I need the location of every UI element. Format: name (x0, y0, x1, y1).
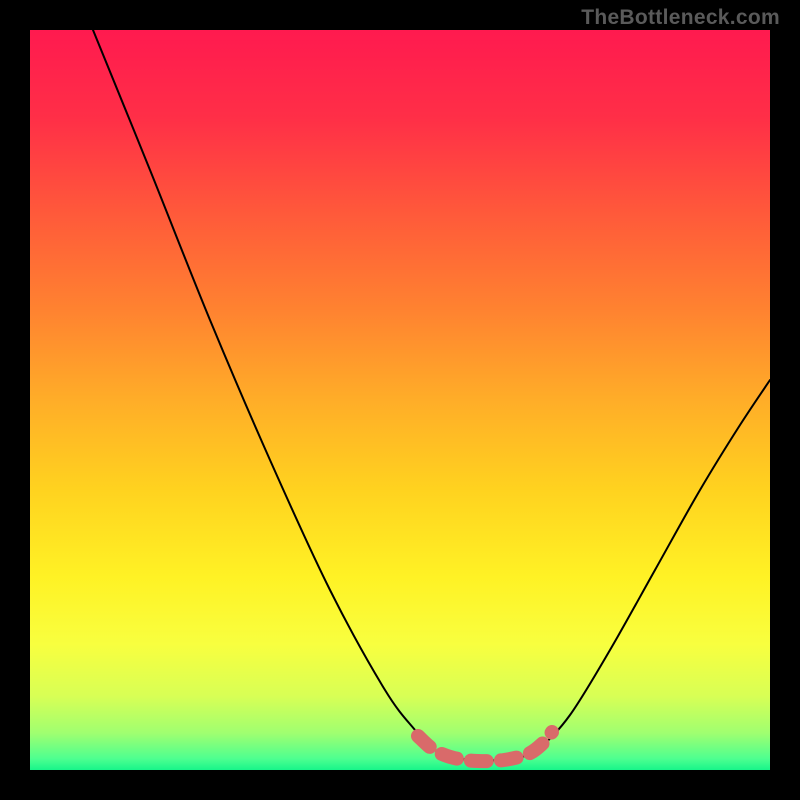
chart-outer-frame: TheBottleneck.com (0, 0, 800, 800)
plot-area (30, 30, 770, 770)
watermark-label: TheBottleneck.com (581, 6, 780, 30)
bottleneck-curve (30, 30, 770, 770)
